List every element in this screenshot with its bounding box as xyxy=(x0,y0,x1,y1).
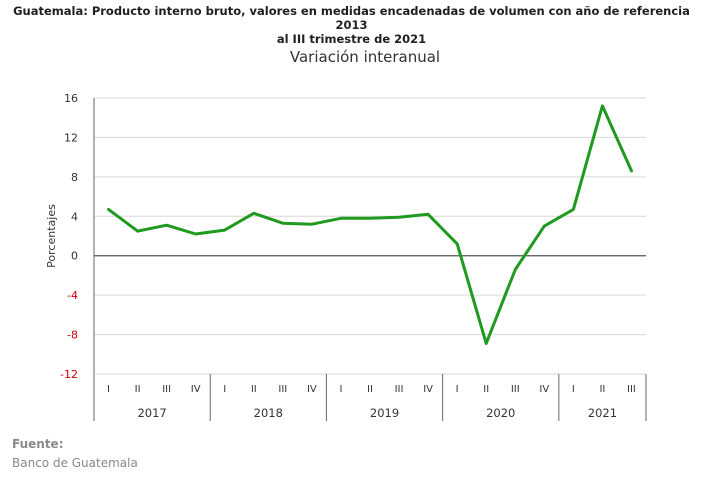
year-label: 2017 xyxy=(137,406,166,420)
series-line xyxy=(107,104,633,345)
x-tick-label: II xyxy=(483,384,489,395)
chart-subtitle: Variación interanual xyxy=(289,48,441,66)
data-point xyxy=(397,216,401,219)
x-tick-label: III xyxy=(162,384,171,395)
y-tick-label: 4 xyxy=(71,210,78,223)
x-tick-label: IV xyxy=(191,384,201,395)
x-tick-label: I xyxy=(456,384,459,395)
x-tick-label: II xyxy=(135,384,141,395)
data-point xyxy=(136,229,139,233)
x-tick-label: IV xyxy=(423,384,433,395)
year-label: 2018 xyxy=(254,406,283,420)
data-point xyxy=(281,221,285,225)
y-tick-label: -8 xyxy=(67,329,78,342)
y-tick-label: 16 xyxy=(64,92,78,105)
x-tick-label: IV xyxy=(539,384,549,395)
y-tick-label: -12 xyxy=(60,368,78,381)
x-tick-label: III xyxy=(395,384,404,395)
data-point xyxy=(368,217,372,220)
x-tick-label: II xyxy=(367,384,373,395)
x-tick-label: II xyxy=(251,384,257,395)
source-value: Banco de Guatemala xyxy=(12,456,138,470)
chart-title: Guatemala: Producto interno bruto, valor… xyxy=(0,4,703,46)
data-point xyxy=(543,224,546,228)
x-tick-label: I xyxy=(107,384,110,395)
y-axis-label: Porcentajes xyxy=(45,204,58,268)
data-point xyxy=(223,228,226,232)
data-point xyxy=(339,217,343,220)
data-point xyxy=(107,208,110,211)
data-point xyxy=(601,104,604,108)
data-point xyxy=(426,213,430,216)
x-tick-label: III xyxy=(627,384,636,395)
data-point xyxy=(165,223,168,227)
y-tick-label: 12 xyxy=(64,131,78,144)
x-tick-label: I xyxy=(572,384,575,395)
x-tick-label: III xyxy=(511,384,520,395)
data-point xyxy=(485,342,488,345)
data-point xyxy=(252,212,255,215)
data-point xyxy=(455,242,459,246)
x-tick-label: I xyxy=(223,384,226,395)
y-tick-label: 0 xyxy=(71,250,78,263)
data-point xyxy=(194,232,197,236)
chart-title-line-1: Guatemala: Producto interno bruto, valor… xyxy=(13,4,690,32)
y-tick-label: -4 xyxy=(67,289,78,302)
data-point xyxy=(630,169,633,173)
year-label: 2021 xyxy=(588,406,617,420)
x-tick-label: III xyxy=(278,384,287,395)
chart-title-line-2: al III trimestre de 2021 xyxy=(276,32,427,46)
year-label: 2019 xyxy=(370,406,399,420)
data-point xyxy=(514,268,517,271)
source-label: Fuente: xyxy=(12,437,64,451)
x-tick-label: IV xyxy=(307,384,317,395)
x-tick-label: I xyxy=(339,384,342,395)
data-point xyxy=(572,208,575,211)
y-tick-label: 8 xyxy=(71,171,78,184)
x-tick-label: II xyxy=(599,384,605,395)
data-point xyxy=(310,222,314,226)
year-label: 2020 xyxy=(486,406,515,420)
